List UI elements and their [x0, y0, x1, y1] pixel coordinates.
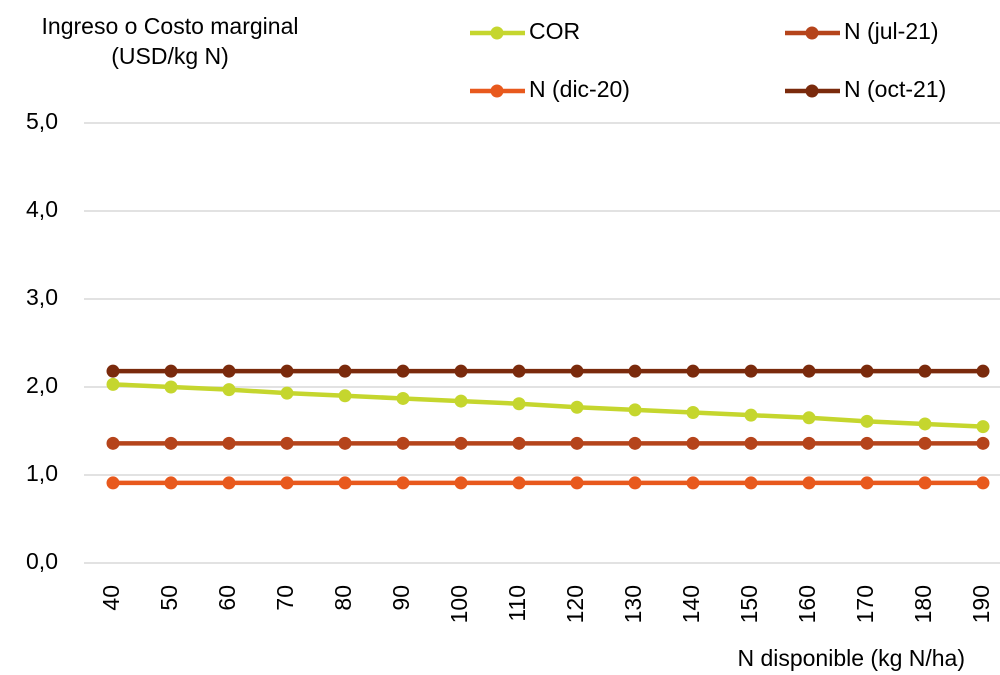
marker: [802, 476, 816, 490]
x-tick-label: 180: [910, 585, 936, 623]
marker: [976, 364, 990, 378]
marker: [106, 377, 120, 391]
marker: [918, 364, 932, 378]
x-tick-label: 80: [330, 585, 356, 611]
legend-label: N (jul-21): [844, 18, 939, 44]
legend-marker: [805, 84, 819, 98]
legend-marker: [490, 26, 504, 40]
marker: [860, 436, 874, 450]
marker: [686, 436, 700, 450]
marker: [744, 476, 758, 490]
marker: [744, 364, 758, 378]
line: [112, 382, 984, 429]
marker: [570, 400, 584, 414]
marker: [686, 476, 700, 490]
marker: [454, 364, 468, 378]
x-tick-label: 120: [562, 585, 588, 623]
marker: [396, 364, 410, 378]
marker: [222, 476, 236, 490]
y-tick-label: 2,0: [26, 372, 58, 398]
marker: [164, 364, 178, 378]
marker: [222, 364, 236, 378]
x-tick-label: 50: [156, 585, 182, 611]
marker: [454, 436, 468, 450]
marker: [628, 436, 642, 450]
marker: [976, 420, 990, 434]
legend-label: COR: [529, 18, 580, 44]
marker: [106, 436, 120, 450]
marker: [396, 391, 410, 405]
marker: [802, 364, 816, 378]
marker: [454, 476, 468, 490]
marker: [512, 436, 526, 450]
marker: [744, 436, 758, 450]
marker: [860, 414, 874, 428]
marker: [280, 476, 294, 490]
marker: [396, 476, 410, 490]
x-tick-label: 110: [504, 585, 530, 622]
marker: [338, 389, 352, 403]
x-tick-label: 150: [736, 585, 762, 623]
marker: [570, 436, 584, 450]
marker: [280, 386, 294, 400]
marker: [918, 436, 932, 450]
x-tick-label: 170: [852, 585, 878, 623]
x-tick-label: 70: [272, 585, 298, 611]
x-tick-label: 190: [968, 585, 994, 623]
x-tick-label: 60: [214, 585, 240, 611]
y-tick-label: 5,0: [26, 108, 58, 134]
marker: [802, 411, 816, 425]
marker: [570, 364, 584, 378]
marker: [106, 364, 120, 378]
x-tick-label: 160: [794, 585, 820, 623]
marker: [860, 476, 874, 490]
marker: [628, 476, 642, 490]
marker: [222, 383, 236, 397]
marker: [164, 436, 178, 450]
y-axis-title: Ingreso o Costo marginal: [42, 13, 299, 39]
marker: [686, 406, 700, 420]
legend-marker: [805, 26, 819, 40]
marker: [338, 476, 352, 490]
legend-marker: [490, 84, 504, 98]
y-tick-label: 4,0: [26, 196, 58, 222]
marker: [164, 476, 178, 490]
marker: [918, 417, 932, 431]
marker: [338, 364, 352, 378]
marker: [396, 436, 410, 450]
marker: [280, 364, 294, 378]
marker: [628, 364, 642, 378]
marker: [338, 436, 352, 450]
y-axis-title: (USD/kg N): [111, 43, 229, 69]
marker: [976, 436, 990, 450]
marker: [686, 364, 700, 378]
x-tick-label: 40: [98, 585, 124, 611]
marker: [454, 394, 468, 408]
marker: [512, 397, 526, 411]
marker: [280, 436, 294, 450]
legend-label: N (oct-21): [844, 76, 946, 102]
marker: [860, 364, 874, 378]
legend-label: N (dic-20): [529, 76, 630, 102]
marker: [512, 476, 526, 490]
y-tick-label: 3,0: [26, 284, 58, 310]
y-tick-label: 0,0: [26, 548, 58, 574]
marker: [164, 380, 178, 394]
x-tick-label: 140: [678, 585, 704, 623]
x-tick-label: 90: [388, 585, 414, 611]
marker: [802, 436, 816, 450]
marker: [222, 436, 236, 450]
y-tick-label: 1,0: [26, 460, 58, 486]
marker: [512, 364, 526, 378]
marker: [628, 403, 642, 417]
marker: [106, 476, 120, 490]
x-tick-label: 130: [620, 585, 646, 623]
x-tick-label: 100: [446, 585, 472, 623]
x-axis-title: N disponible (kg N/ha): [737, 645, 965, 671]
marker: [976, 476, 990, 490]
marker: [744, 408, 758, 422]
marker: [570, 476, 584, 490]
marker: [918, 476, 932, 490]
